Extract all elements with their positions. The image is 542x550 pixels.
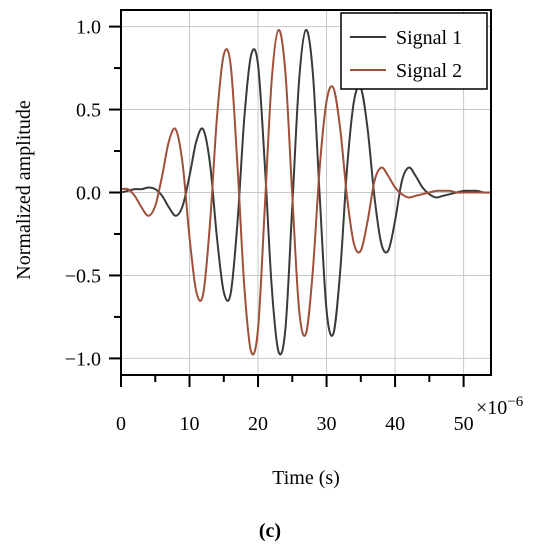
x-tick-label-2: 20 bbox=[248, 413, 268, 435]
legend-box bbox=[340, 12, 488, 90]
x-multiplier-exponent: −6 bbox=[507, 394, 523, 410]
x-axis-label: Time (s) bbox=[272, 467, 340, 489]
y-axis-label: Normalized amplitude bbox=[13, 100, 35, 280]
legend-label-signal-2: Signal 2 bbox=[396, 60, 462, 82]
x-multiplier-label: ×10−6 bbox=[476, 394, 524, 419]
y-tick-label-3: 0.5 bbox=[76, 100, 101, 122]
y-tick-label-1: −0.5 bbox=[65, 265, 101, 287]
series-lines bbox=[121, 28, 491, 356]
series-line-2 bbox=[121, 28, 491, 356]
x-multiplier-base: ×10 bbox=[476, 397, 507, 419]
y-tick-label-0: −1.0 bbox=[65, 348, 101, 370]
ticks bbox=[109, 25, 465, 387]
x-tick-label-5: 50 bbox=[454, 413, 474, 435]
tick-labels: 0 10 20 30 40 50 −1.0 −0.5 0.0 0.5 1.0 bbox=[65, 17, 474, 435]
x-tick-label-3: 30 bbox=[317, 413, 337, 435]
x-tick-label-0: 0 bbox=[116, 413, 126, 435]
legend-label-signal-1: Signal 1 bbox=[396, 27, 462, 49]
series-line-1 bbox=[121, 28, 491, 356]
y-tick-label-2: 0.0 bbox=[76, 183, 101, 205]
x-tick-label-4: 40 bbox=[385, 413, 405, 435]
legend: Signal 1 Signal 2 bbox=[340, 12, 488, 90]
y-tick-label-4: 1.0 bbox=[76, 17, 101, 39]
figure-caption: (c) bbox=[259, 520, 281, 542]
x-tick-label-1: 10 bbox=[180, 413, 200, 435]
